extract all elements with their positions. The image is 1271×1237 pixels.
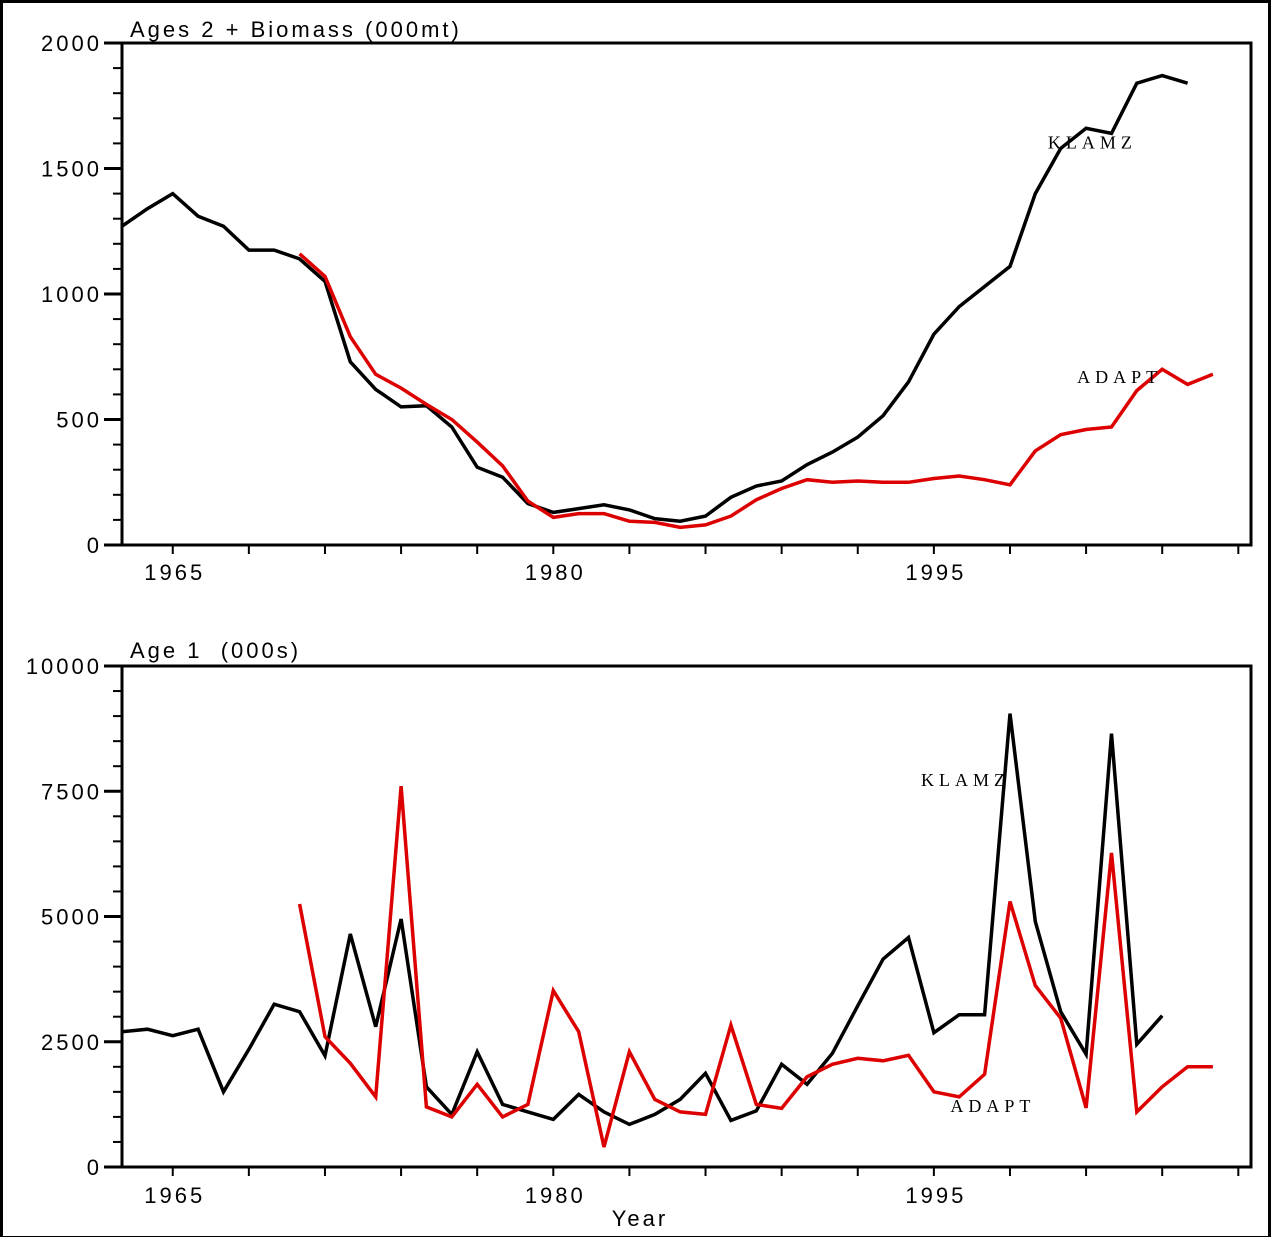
age1-label-klamz: KLAMZ (921, 770, 1010, 790)
biomass-x-tick-label: 1965 (144, 560, 205, 585)
biomass-chart: Ages 2 + Biomass (000mt) 0 500 1000 1500 200… (41, 17, 1253, 585)
age1-chart-title: Age 1 (000s) (130, 638, 301, 663)
biomass-series-klamz (121, 73, 1189, 523)
x-axis-label: Year (612, 1206, 668, 1231)
age1-y-tick-label: 10000 (26, 654, 102, 679)
age1-axes: 0 2500 5000 7500 10000 1965 1980 1995 (26, 654, 1240, 1208)
biomass-series (121, 73, 1214, 530)
age1-x-tick-label: 1995 (905, 1183, 966, 1208)
age1-y-tick-label: 0 (87, 1155, 102, 1180)
biomass-y-tick-label: 1500 (41, 157, 102, 182)
biomass-y-tick-label: 0 (87, 533, 102, 558)
biomass-x-tick-label: 1980 (525, 560, 586, 585)
biomass-label-adapt: ADAPT (1077, 367, 1162, 387)
age1-series (121, 713, 1213, 1148)
age1-series-klamz (121, 713, 1164, 1127)
age1-y-tick-label: 7500 (41, 779, 102, 804)
biomass-chart-title: Ages 2 + Biomass (000mt) (130, 17, 462, 42)
age1-label-adapt: ADAPT (950, 1096, 1035, 1116)
biomass-axes: 0 500 1000 1500 2000 1965 1980 1995 (41, 31, 1240, 585)
biomass-y-tick-label: 2000 (41, 31, 102, 56)
biomass-y-tick-label: 500 (56, 408, 102, 433)
age1-x-tick-label: 1965 (144, 1183, 205, 1208)
age1-series-adapt (297, 786, 1213, 1148)
age1-x-tick-label: 1980 (525, 1183, 586, 1208)
biomass-x-tick-label: 1995 (905, 560, 966, 585)
biomass-annotations: KLAMZ ADAPT (1048, 132, 1162, 387)
biomass-y-tick-label: 1000 (41, 282, 102, 307)
age1-annotations: KLAMZ ADAPT (921, 770, 1035, 1116)
biomass-label-klamz: KLAMZ (1048, 132, 1137, 152)
age1-y-tick-label: 2500 (41, 1030, 102, 1055)
age1-chart: Age 1 (000s) 0 2500 5000 7500 10000 1965 1980 1… (26, 638, 1253, 1231)
biomass-series-adapt (298, 252, 1214, 530)
age1-y-tick-label: 5000 (41, 905, 102, 930)
